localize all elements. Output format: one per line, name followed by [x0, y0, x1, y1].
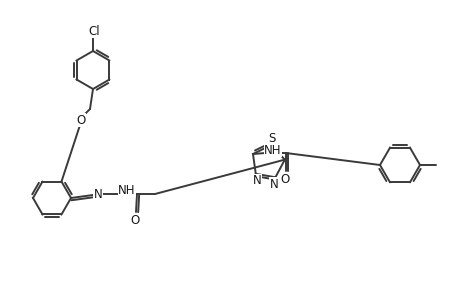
Text: N: N: [252, 174, 261, 187]
Text: Cl: Cl: [88, 25, 100, 38]
Text: NH: NH: [263, 143, 281, 157]
Text: O: O: [130, 214, 140, 226]
Text: O: O: [280, 172, 289, 185]
Text: N: N: [269, 178, 278, 191]
Text: N: N: [94, 188, 102, 200]
Text: NH: NH: [118, 184, 135, 196]
Text: O: O: [76, 113, 85, 127]
Text: S: S: [268, 132, 275, 145]
